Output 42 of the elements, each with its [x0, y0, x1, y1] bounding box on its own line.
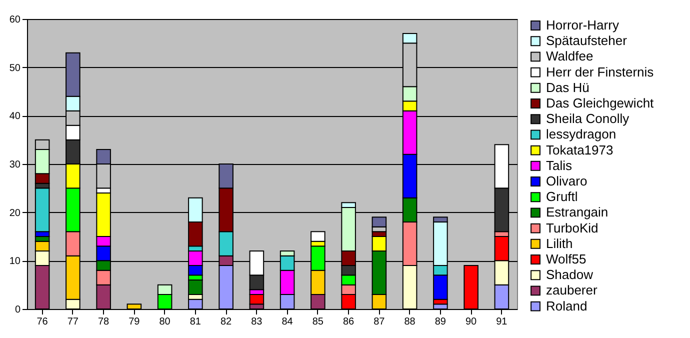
legend-label: Roland — [546, 298, 588, 314]
x-tick-label: 81 — [190, 316, 202, 328]
x-tick-label: 90 — [466, 316, 478, 328]
legend-label: Spätaufsteher — [546, 33, 628, 48]
legend-label: Waldfee — [546, 48, 594, 64]
y-tick-label: 50 — [9, 62, 21, 74]
legend-label: Estrangain — [546, 204, 608, 220]
legend-label: Das Gleichgewicht — [546, 96, 654, 110]
y-tick-label: 0 — [14, 304, 21, 316]
x-tick-label: 79 — [128, 316, 140, 328]
x-tick-label: 85 — [312, 316, 324, 328]
x-tick-label: 82 — [220, 316, 232, 328]
x-tick-label: 86 — [343, 316, 355, 328]
y-tick-label: 60 — [9, 14, 21, 26]
legend-label: Talis — [546, 158, 573, 173]
legend-label: zauberer — [546, 282, 598, 298]
legend-label: lessydragon — [546, 126, 616, 142]
legend-label: Tokata1973 — [546, 142, 614, 158]
legend-label: Das Hü — [546, 80, 590, 95]
legend-label: Sheila Conolly — [546, 111, 630, 126]
x-tick-label: 89 — [434, 316, 446, 328]
x-tick-label: 78 — [98, 316, 110, 328]
x-tick-label: 87 — [374, 316, 386, 328]
legend-label: Herr der Finsternis — [546, 64, 654, 80]
x-tick-label: 77 — [67, 316, 79, 328]
legend-label: Olivaro — [546, 174, 588, 188]
y-tick-label: 20 — [9, 208, 21, 219]
y-tick-label: 40 — [9, 111, 21, 122]
x-tick-label: 83 — [251, 316, 263, 328]
x-tick-label: 91 — [496, 316, 508, 328]
legend-label: Lilith — [546, 236, 573, 251]
legend-label: Gruftl — [546, 189, 578, 204]
legend-label: Shadow — [546, 267, 594, 282]
y-tick-label: 10 — [9, 256, 21, 268]
x-tick-label: 88 — [404, 316, 416, 328]
legend-label: TurboKid — [546, 220, 598, 236]
x-tick-label: 76 — [36, 316, 48, 328]
x-tick-label: 80 — [159, 316, 171, 328]
legend-label: Wolf55 — [546, 252, 586, 266]
y-tick-label: 30 — [9, 160, 21, 170]
legend-label: Horror-Harry — [546, 18, 620, 32]
x-tick-label: 84 — [282, 316, 294, 328]
